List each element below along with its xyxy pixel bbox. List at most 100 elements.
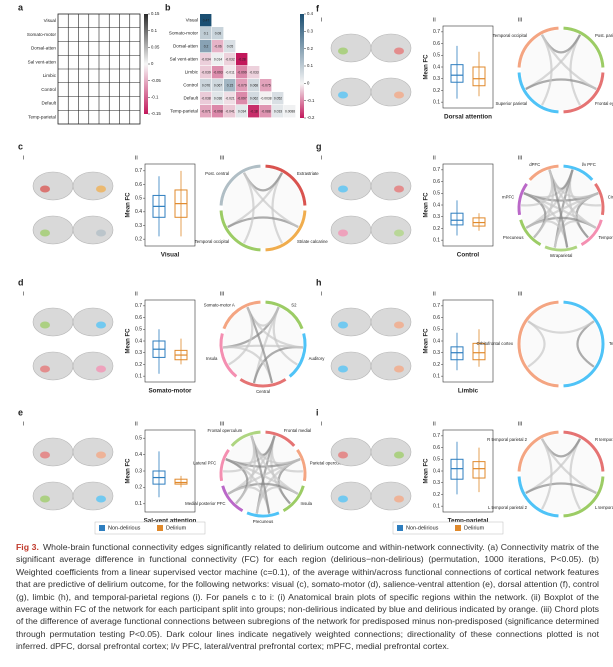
colorbar xyxy=(300,14,304,118)
chord-arc xyxy=(219,210,261,252)
y-tick-label: 0.6 xyxy=(433,41,440,47)
brain-region xyxy=(338,451,348,459)
brain-surface xyxy=(72,171,114,201)
chord-label: Precuneus xyxy=(503,235,524,240)
y-axis-label: Mean FC xyxy=(126,328,132,354)
brain-region xyxy=(394,495,404,503)
colorbar-tick-label: -0.15 xyxy=(151,111,161,116)
chord-label: Central xyxy=(256,389,270,394)
chord-link xyxy=(243,172,255,244)
legend-frame xyxy=(392,521,504,535)
heat-cell xyxy=(236,53,248,66)
cell-value: -0.075 xyxy=(261,83,271,87)
heat-cell xyxy=(272,92,284,105)
colorbar-tick-label: 0.1 xyxy=(151,28,158,33)
panel-label: i xyxy=(316,407,319,417)
colorbar-tick-label: 0 xyxy=(307,80,310,85)
y-tick-label: 0.3 xyxy=(135,350,142,356)
heat-cell xyxy=(212,53,224,66)
cell-value: 0.2 xyxy=(204,44,209,48)
box-title: Control xyxy=(457,252,480,259)
brain-surface xyxy=(72,481,114,511)
legend-swatch xyxy=(157,525,163,531)
y-tick-label: 0.5 xyxy=(135,327,142,333)
chord-arc xyxy=(563,430,605,472)
cell-value: 0.1 xyxy=(204,31,209,35)
chord-label: R temporal parietal 2 xyxy=(487,437,527,442)
sub-label: iii xyxy=(518,292,522,298)
chord-arc xyxy=(265,164,307,206)
sub-label: ii xyxy=(135,422,138,428)
colorbar-tick-label: -0.05 xyxy=(151,78,161,83)
chord-bg xyxy=(223,434,303,514)
brain-region xyxy=(394,185,404,193)
sub-label: ii xyxy=(135,156,138,162)
y-tick-label: 0.4 xyxy=(433,468,440,474)
panel-label: c xyxy=(18,141,23,151)
chord-arc xyxy=(219,164,261,206)
y-tick-label: 0.4 xyxy=(135,338,142,344)
brain-surface xyxy=(32,481,74,511)
heat-cell xyxy=(236,66,248,79)
brain-surface xyxy=(330,481,372,511)
box-title: Limbic xyxy=(458,388,479,395)
cell-value: 0.05 xyxy=(227,44,234,48)
chord-label: l/v PFC xyxy=(582,162,596,167)
y-axis-label: Mean FC xyxy=(424,328,430,354)
colorbar-tick-label: 0.1 xyxy=(307,63,314,68)
legend-label: Delirium xyxy=(166,525,187,531)
chord-arc xyxy=(288,333,307,378)
row-label: Temp-parietal xyxy=(28,114,56,119)
y-axis-label: Mean FC xyxy=(424,458,430,484)
brain-region xyxy=(338,91,348,99)
brain-region xyxy=(40,495,50,503)
figure-caption: Fig 3. Whole-brain functional connectivit… xyxy=(16,541,599,653)
legend-swatch xyxy=(455,525,461,531)
cell-value: -0.093 xyxy=(213,70,223,74)
heat-cell xyxy=(224,66,236,79)
y-tick-label: 0.5 xyxy=(135,195,142,201)
box-title: Dorsal attention xyxy=(444,114,492,121)
y-axis-label: Mean FC xyxy=(424,192,430,218)
chord-label: Intraparietal xyxy=(550,253,573,258)
sub-label: i xyxy=(321,18,322,24)
brain-surface xyxy=(370,33,412,63)
y-tick-label: 0.6 xyxy=(433,445,440,451)
chord-label: R temporal parietal xyxy=(595,437,613,442)
sub-label: ii xyxy=(433,292,436,298)
row-label: Somato-motor xyxy=(169,31,199,36)
chord-bg xyxy=(521,30,601,110)
y-tick-label: 0.6 xyxy=(135,182,142,188)
chord-label: Auditory xyxy=(309,356,326,361)
cell-value: -0.06 xyxy=(214,44,222,48)
y-tick-label: 0.4 xyxy=(433,202,440,208)
cell-value: -0.079 xyxy=(237,83,247,87)
brain-surface xyxy=(370,215,412,245)
chord-arc xyxy=(265,210,307,252)
brain-region xyxy=(394,229,404,237)
sub-label: i xyxy=(321,292,322,298)
heat-cell xyxy=(200,105,212,118)
sub-label: iii xyxy=(220,422,224,428)
brain-region xyxy=(40,185,50,193)
cell-value: -0.098 xyxy=(213,109,223,113)
colorbar-tick-label: 0.05 xyxy=(151,44,160,49)
heat-cell xyxy=(200,40,212,53)
chord-label: Post. parietal xyxy=(595,33,613,38)
cell-value: 0.068 xyxy=(250,83,258,87)
chord-link xyxy=(541,34,553,106)
brain-surface xyxy=(330,171,372,201)
chord-link xyxy=(541,438,553,510)
y-tick-label: 0.4 xyxy=(433,64,440,70)
chord-bg xyxy=(521,434,601,514)
heat-cell xyxy=(200,14,212,27)
y-tick-label: 0.4 xyxy=(135,452,142,458)
colorbar-tick-label: 0.15 xyxy=(151,11,160,16)
y-axis-label: Mean FC xyxy=(424,54,430,80)
brain-region xyxy=(96,321,106,329)
heat-cell xyxy=(200,79,212,92)
box xyxy=(174,478,188,485)
colorbar-tick-label: 0 xyxy=(151,61,154,66)
heat-cell xyxy=(212,27,224,40)
